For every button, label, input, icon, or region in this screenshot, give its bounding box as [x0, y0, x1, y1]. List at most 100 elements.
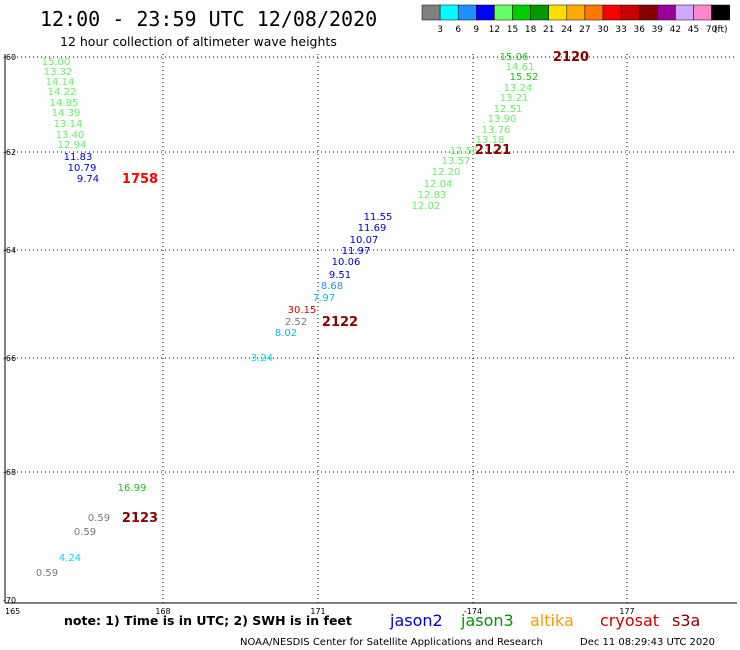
wave-height-reading: 4.24	[59, 553, 81, 564]
longitude-label: 177	[619, 607, 634, 616]
legend-swatch	[566, 4, 586, 21]
wave-height-reading: 13.18	[476, 135, 505, 146]
pass-time-label: 2121	[475, 143, 511, 158]
wave-height-reading: 0.59	[74, 527, 96, 538]
legend-swatch	[548, 4, 568, 21]
latitude-label: -68	[3, 468, 16, 477]
wave-height-reading: 13.76	[482, 125, 511, 136]
wave-height-reading: 12.56	[450, 146, 479, 157]
wave-height-reading: 12.04	[424, 179, 453, 190]
legend-swatch	[584, 4, 604, 21]
wave-height-reading: 13.90	[488, 114, 517, 125]
wave-height-reading: 13.21	[500, 93, 529, 104]
legend-swatch	[657, 4, 676, 21]
wave-height-reading: 15.52	[510, 72, 539, 83]
latitude-labels: -60 -62 -64 -66 -68 -70	[3, 53, 16, 605]
wave-height-reading: 9.74	[77, 174, 99, 185]
legend-swatch	[620, 4, 640, 21]
footer-timestamp: Dec 11 08:29:43 UTC 2020	[580, 637, 715, 648]
legend-label: 42	[670, 25, 681, 35]
legend-swatch	[638, 4, 658, 21]
pass-time-label: 1758	[122, 172, 158, 187]
longitude-label: 171	[310, 607, 325, 616]
legend-swatch	[439, 4, 459, 21]
wave-height-reading: 10.79	[68, 163, 97, 174]
legend-label: 27	[579, 25, 590, 35]
legend-swatch	[421, 4, 441, 21]
footer-credit: NOAA/NESDIS Center for Satellite Applica…	[240, 637, 543, 648]
legend-unit: (ft)	[714, 25, 728, 35]
wave-height-reading: 16.99	[118, 483, 147, 494]
legend-swatch	[675, 4, 694, 21]
map-title: 12:00 - 23:59 UTC 12/08/2020	[40, 7, 377, 31]
legend-swatch	[476, 4, 495, 21]
longitude-labels: 165 168 171 -174 177	[5, 607, 635, 616]
legend-label: 15	[507, 25, 518, 35]
legend-label: 33	[615, 25, 626, 35]
latitude-label: -66	[3, 354, 16, 363]
longitude-label: -174	[464, 607, 482, 616]
wave-height-readings: 15.0013.3214.1414.2214.8514.3913.1413.40…	[36, 52, 538, 579]
plot-area: -60 -62 -64 -66 -68 -70 165 168 171 -174 177 15.0…	[3, 50, 737, 616]
wave-height-reading: 3.24	[251, 353, 273, 364]
pass-time-label: 2120	[553, 50, 589, 65]
legend-swatch	[512, 4, 531, 21]
legend-label: 30	[597, 25, 609, 35]
satellite-legend-s3a: s3a	[672, 611, 700, 630]
satellite-legend: jason2 jason3 altika cryosat s3a	[389, 611, 700, 630]
wave-height-reading: 14.22	[48, 87, 77, 98]
satellite-legend-cryosat: cryosat	[600, 611, 659, 630]
legend-swatch	[693, 4, 712, 21]
wave-height-reading: 12.02	[412, 201, 441, 212]
wave-height-reading: 11.97	[342, 246, 371, 257]
wave-height-reading: 0.59	[88, 513, 110, 524]
satellite-legend-jason2: jason2	[389, 611, 443, 630]
latitude-label: -62	[3, 148, 16, 157]
wave-height-reading: 11.83	[64, 152, 93, 163]
legend-swatch	[530, 4, 549, 21]
wave-height-reading: 12.20	[432, 167, 461, 178]
grid-lines	[5, 54, 737, 603]
pass-time-labels: 1758 2120 2121 2122 2123	[122, 50, 589, 526]
wave-height-reading: 13.40	[56, 130, 85, 141]
pass-time-label: 2123	[122, 511, 158, 526]
legend-label: 70	[706, 25, 718, 35]
latitude-label: -60	[3, 53, 16, 62]
wave-height-reading: 10.07	[350, 235, 379, 246]
wave-height-reading: 0.59	[36, 568, 58, 579]
wave-height-reading: 9.51	[329, 270, 351, 281]
wave-height-reading: 11.69	[358, 223, 387, 234]
pass-time-label: 2122	[322, 315, 358, 330]
legend-label: 24	[561, 25, 573, 35]
legend-swatch	[494, 4, 513, 21]
legend-label: 36	[633, 25, 645, 35]
wave-height-reading: 7.97	[313, 293, 335, 304]
wave-height-reading: 15.06	[500, 52, 529, 63]
wave-height-reading: 10.06	[332, 257, 361, 268]
wave-height-reading: 13.14	[54, 119, 83, 130]
wave-height-reading: 12.94	[58, 140, 87, 151]
wave-height-reading: 8.02	[275, 328, 297, 339]
wave-height-reading: 14.39	[52, 108, 81, 119]
wave-height-reading: 14.61	[506, 62, 535, 73]
latitude-label: -64	[3, 246, 16, 255]
legend-swatch	[602, 4, 622, 21]
legend-label: 3	[437, 25, 443, 35]
legend-label: 39	[652, 25, 664, 35]
wave-height-reading: 13.57	[442, 156, 471, 167]
legend-swatch	[457, 4, 477, 21]
wave-height-reading: 14.85	[50, 98, 79, 109]
longitude-label: 165	[5, 607, 20, 616]
wave-height-reading: 12.51	[494, 104, 523, 115]
legend-swatch	[711, 4, 730, 21]
legend-label: 9	[473, 25, 479, 35]
satellite-legend-jason3: jason3	[460, 611, 514, 630]
legend-label: 18	[525, 25, 537, 35]
color-legend	[421, 4, 730, 21]
legend-label: 12	[489, 25, 500, 35]
map-subtitle: 12 hour collection of altimeter wave hei…	[60, 34, 337, 49]
wave-height-reading: 2.52	[285, 317, 307, 328]
color-legend-labels: 3 6 9 12 15 18 21 24 27 30 33 36 39 42 45 70	[437, 25, 717, 35]
